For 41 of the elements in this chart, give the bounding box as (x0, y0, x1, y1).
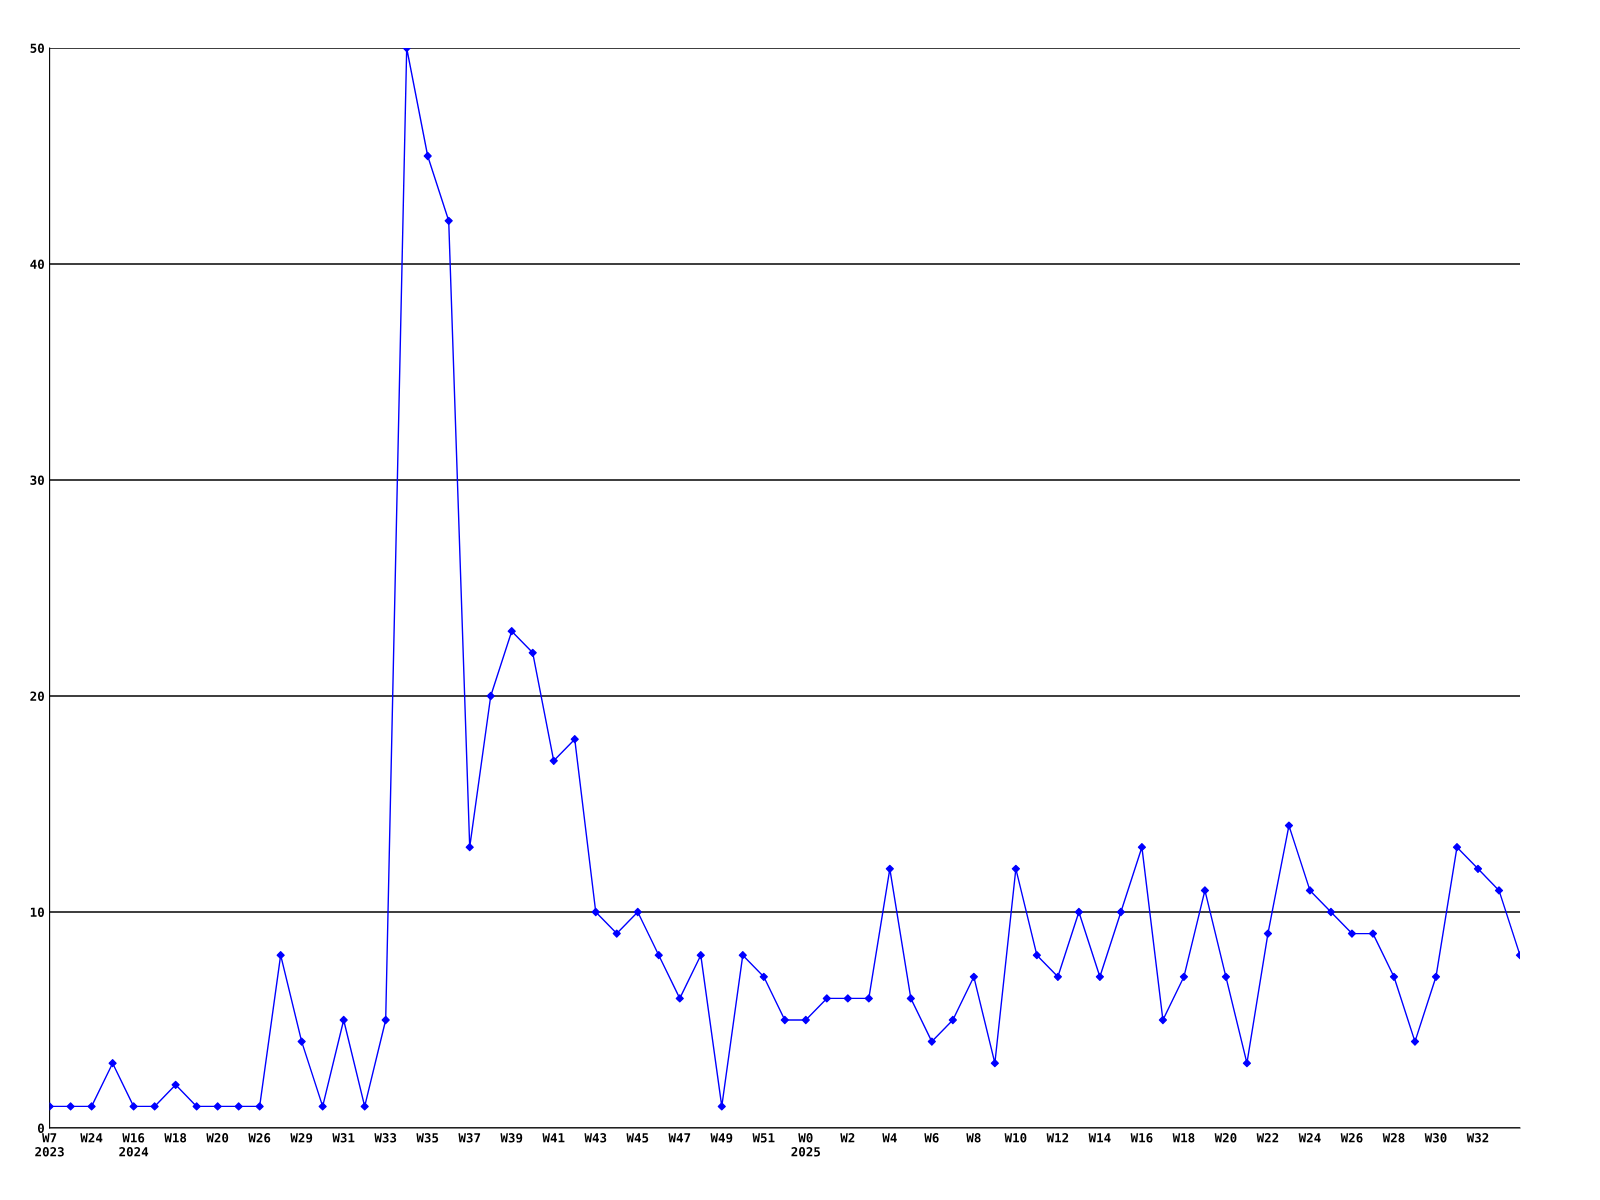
x-tick-label: W22 (1256, 1133, 1279, 1143)
y-tick-label: 10 (30, 907, 44, 917)
x-tick-label: W24 (80, 1133, 103, 1143)
x-tick-label: W33 (374, 1133, 397, 1143)
x-tick-label: W47 (668, 1133, 691, 1143)
x-tick-label: W45 (626, 1133, 649, 1143)
x-tick-label: W18 (164, 1133, 187, 1143)
x-tick-label: W43 (584, 1133, 607, 1143)
x-tick-label: W29 (290, 1133, 313, 1143)
x-tick-label: W39 (500, 1133, 523, 1143)
y-tick-label: 30 (30, 475, 44, 485)
y-tick-label: 0 (37, 1123, 44, 1133)
x-tick-label: W30 (1424, 1133, 1447, 1143)
x-tick-label: W32 (1466, 1133, 1489, 1143)
x-tick-label: W8 (966, 1133, 981, 1143)
x-tick-label: W37 (458, 1133, 481, 1143)
x-tick-label: W26 (1340, 1133, 1363, 1143)
x-tick-label: W35 (416, 1133, 439, 1143)
x-tick-label: W4 (882, 1133, 897, 1143)
x-tick-label: W28 (1382, 1133, 1405, 1143)
x-tick-label: W26 (248, 1133, 271, 1143)
x-tick-label: W31 (332, 1133, 355, 1143)
x-tick-label: W16 (1130, 1133, 1153, 1143)
x-tick-label: W24 (1298, 1133, 1321, 1143)
y-tick-label: 40 (30, 259, 44, 269)
x-tick-label: W10 (1004, 1133, 1027, 1143)
x-tick-label: W18 (1172, 1133, 1195, 1143)
x-tick-label: W14 (1088, 1133, 1111, 1143)
x-tick-label: W49 (710, 1133, 733, 1143)
x-tick-label: W2 (840, 1133, 855, 1143)
x-tick-label: W51 (752, 1133, 775, 1143)
x-tick-label: W20 (1214, 1133, 1237, 1143)
x-tick-label: W41 (542, 1133, 565, 1143)
y-tick-label: 50 (30, 43, 44, 53)
x-tick-label: W6 (924, 1133, 939, 1143)
x-tick-label: W0 2025 (791, 1133, 821, 1157)
x-tick-label: W12 (1046, 1133, 1069, 1143)
y-tick-label: 20 (30, 691, 44, 701)
x-tick-label: W7 2023 (35, 1133, 64, 1157)
x-tick-label: W16 2024 (119, 1133, 149, 1157)
x-tick-label: W20 (206, 1133, 229, 1143)
